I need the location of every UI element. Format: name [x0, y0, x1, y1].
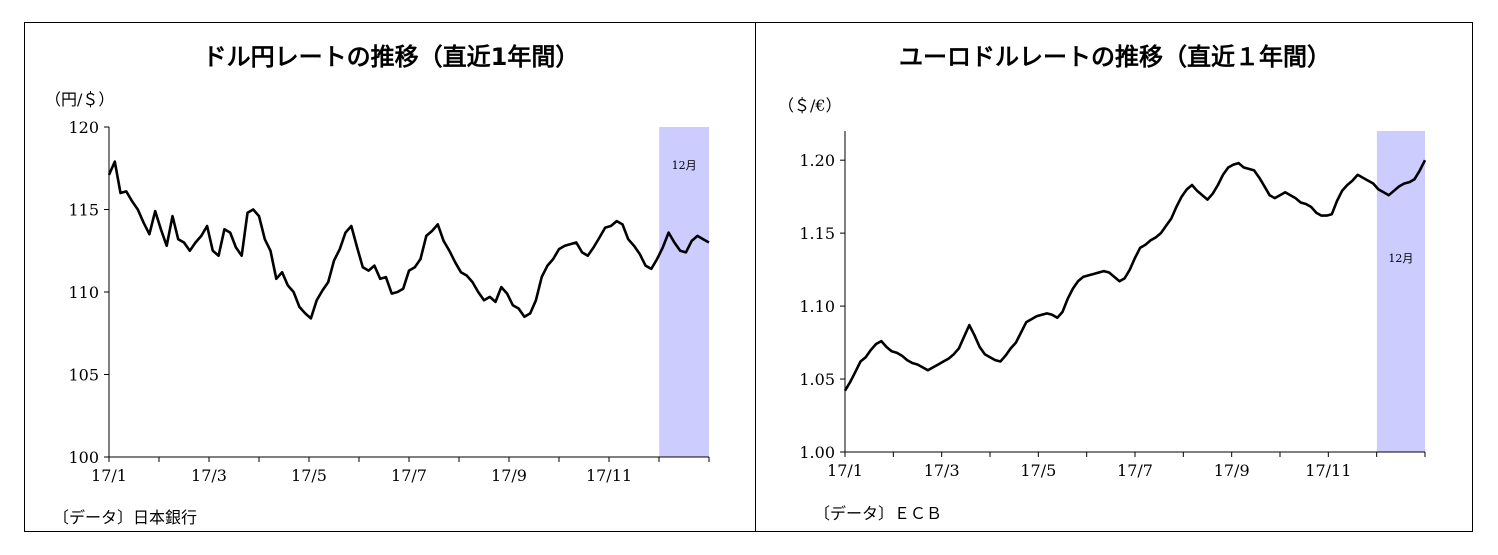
- x-tick-label: 17/3: [924, 461, 960, 480]
- x-tick-label: 17/1: [91, 466, 127, 485]
- x-tick-label: 17/1: [827, 461, 863, 480]
- chart-usdjpy: ドル円レートの推移（直近1年間） （円/＄） 〔データ〕日本銀行 12月 120 1…: [45, 43, 710, 527]
- y-tick-label: 110: [68, 283, 99, 302]
- shaded-band-label: 12月: [672, 159, 697, 172]
- y-tick-label: 100: [68, 448, 99, 467]
- data-source: 〔データ〕ＥＣＢ: [814, 504, 942, 523]
- shaded-band-label: 12月: [1388, 252, 1413, 265]
- y-tick-label: 1.00: [799, 443, 835, 462]
- y-tick-label: 105: [68, 366, 99, 385]
- y-tick-label: 1.15: [799, 224, 835, 243]
- series-line: [843, 159, 1427, 392]
- y-tick-label: 1.20: [799, 151, 835, 170]
- y-axis-label: （＄/€）: [778, 96, 842, 115]
- x-tick-label: 17/11: [586, 466, 632, 485]
- data-source: 〔データ〕日本銀行: [53, 508, 197, 527]
- x-tick-label: 17/5: [1020, 461, 1056, 480]
- x-tick-label: 17/5: [291, 466, 327, 485]
- x-tick-label: 17/9: [491, 466, 527, 485]
- chart-panel-usdjpy: ドル円レートの推移（直近1年間） （円/＄） 〔データ〕日本銀行 12月 120 1…: [24, 22, 756, 532]
- december-shaded-band: [1376, 131, 1425, 452]
- series-line: [107, 160, 710, 320]
- chart-title: ユーロドルレートの推移（直近１年間）: [899, 43, 1331, 71]
- y-tick-label: 120: [68, 118, 99, 137]
- december-shaded-band: [659, 127, 709, 457]
- x-tick-label: 17/11: [1305, 461, 1351, 480]
- chart-title: ドル円レートの推移（直近1年間）: [203, 43, 580, 71]
- chart-panel-eurusd: ユーロドルレートの推移（直近１年間） （＄/€） 〔データ〕ＥＣＢ 12月 1.2…: [755, 22, 1473, 532]
- x-tick-label: 17/3: [191, 466, 227, 485]
- y-tick-label: 1.10: [799, 297, 835, 316]
- y-axis-label: （円/＄）: [45, 90, 114, 109]
- chart-eurusd: ユーロドルレートの推移（直近１年間） （＄/€） 〔データ〕ＥＣＢ 12月 1.2…: [778, 43, 1427, 523]
- y-tick-label: 1.05: [799, 370, 835, 389]
- x-tick-label: 17/7: [1117, 461, 1153, 480]
- y-tick-label: 115: [68, 201, 99, 220]
- x-tick-label: 17/7: [391, 466, 427, 485]
- x-tick-label: 17/9: [1214, 461, 1250, 480]
